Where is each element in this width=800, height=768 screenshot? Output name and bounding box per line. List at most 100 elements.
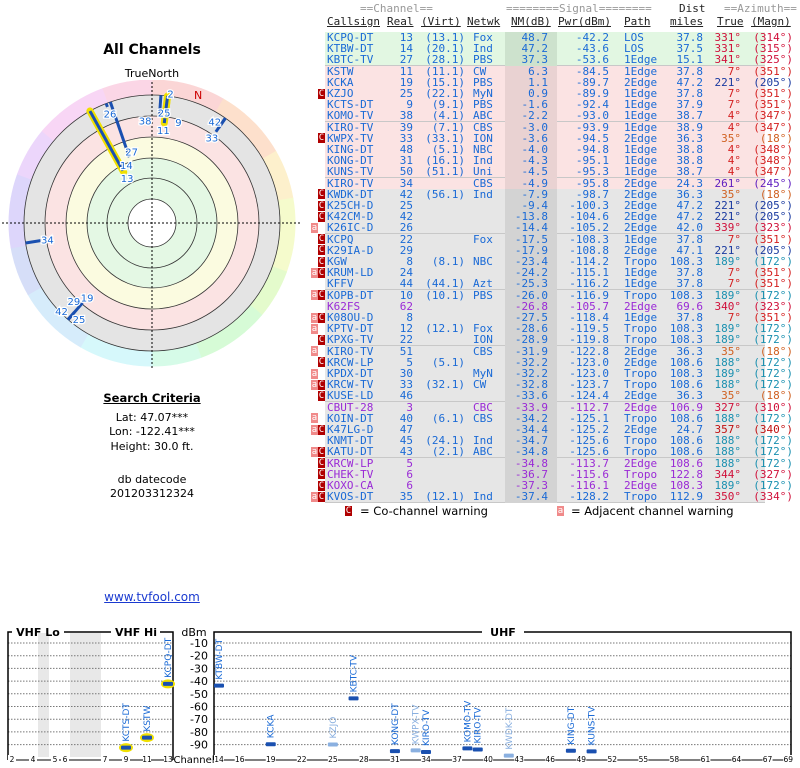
network-cell: ION: [473, 333, 493, 347]
table-row[interactable]: KIRO-TV 39 (7.1) CBS -3.0 -93.9 1Edge 38.9 4° (34…: [325, 121, 793, 134]
distance-cell: 37.8: [676, 266, 704, 280]
table-row[interactable]: K25CH-D 25 -9.4 -100.3 2Edge 47.2 221° (205°): [325, 199, 793, 212]
azimuth-magnetic-cell: (18°): [759, 131, 793, 145]
azimuth-true-cell: 189°: [714, 479, 742, 492]
azimuth-true-cell: 35°: [721, 187, 741, 201]
station-marker[interactable]: [348, 696, 359, 701]
station-marker[interactable]: [214, 683, 224, 688]
nm-column-shade: [505, 244, 557, 257]
station-marker[interactable]: [462, 746, 473, 751]
x-tick-label: 9: [124, 755, 129, 764]
distance-cell: 42.0: [676, 221, 704, 235]
azimuth-magnetic-cell: (205°): [753, 210, 793, 224]
table-row[interactable]: KPDX-DT 30 MyN -32.2 -123.0 Tropo 108.3 189° (17…: [325, 367, 793, 380]
table-row[interactable]: CHEK-TV 6 -36.7 -115.6 Tropo 122.8 344° (327°): [325, 468, 793, 481]
station-marker[interactable]: [389, 749, 400, 754]
real-channel-cell: 38: [399, 109, 413, 123]
azimuth-true-cell: 221°: [714, 199, 742, 212]
table-row[interactable]: KIRO-TV 51 CBS -31.9 -122.8 2Edge 36.3 35° (18°): [325, 344, 793, 358]
table-row[interactable]: KOXO-CA 6 -37.3 -116.1 2Edge 108.3 189° (172°): [325, 479, 793, 492]
station-marker[interactable]: [142, 735, 152, 740]
table-row[interactable]: K42CM-D 42 -13.8 -104.6 2Edge 47.2 221° (205°): [325, 210, 793, 224]
x-tick-label: 34: [421, 755, 431, 764]
adjacent-channel-warning-icon: a: [311, 222, 318, 233]
station-marker[interactable]: [121, 745, 131, 750]
station-marker[interactable]: [586, 749, 597, 754]
station-marker[interactable]: [410, 748, 421, 753]
callsign-cell: KOIN-DT: [327, 411, 374, 425]
station-label: KOMO-TV: [463, 700, 473, 743]
co-channel-warning-icon: C: [318, 334, 325, 345]
table-row[interactable]: K26IC-D 26 -14.4 -105.2 2Edge 42.0 339° (323°): [325, 221, 793, 235]
table-row[interactable]: KVOS-DT 35 (12.1) Ind -37.4 -128.2 Tropo 112.9 3…: [325, 490, 793, 504]
azimuth-true-cell: 357°: [714, 423, 742, 436]
noise-margin-cell: -23.4: [514, 255, 548, 268]
real-channel-cell: 40: [399, 411, 413, 425]
station-marker[interactable]: [163, 681, 173, 686]
table-row[interactable]: KONG-DT 31 (16.1) Ind -4.3 -95.1 1Edge 38.8 4° (3…: [325, 155, 793, 168]
x-tick-label: 58: [670, 755, 680, 764]
x-tick-label: 11: [142, 755, 152, 764]
y-tick-label: -20: [190, 650, 208, 663]
station-spoke: [217, 117, 227, 129]
header-magn: (Magn): [751, 15, 791, 28]
latitude-text: Lat: 47.07***: [115, 411, 189, 424]
x-tick-label: 46: [545, 755, 555, 764]
real-channel-cell: 33: [399, 378, 413, 392]
noise-margin-cell: -27.5: [514, 311, 548, 324]
power-cell: -123.0: [569, 367, 609, 380]
table-row[interactable]: KNMT-DT 45 (24.1) Ind -34.7 -125.6 Tropo 108.6 1…: [325, 435, 793, 448]
virtual-channel-cell: (5.1): [431, 355, 465, 369]
azimuth-magnetic-cell: (340°): [753, 423, 793, 436]
power-cell: -125.1: [569, 411, 609, 425]
table-row[interactable]: KWDK-DT 42 (56.1) Ind -7.9 -98.7 2Edge 36.3 35° (…: [325, 187, 793, 201]
station-marker[interactable]: [421, 749, 431, 754]
callsign-cell: KCPQ: [327, 232, 354, 246]
table-row[interactable]: KTBW-DT 14 (20.1) Ind 47.2 -43.6 LOS 37.5 331° (3…: [325, 43, 793, 56]
azimuth-magnetic-cell: (323°): [753, 221, 793, 235]
azimuth-true-cell: 189°: [714, 322, 742, 336]
table-row[interactable]: KCPQ-DT 13 (13.1) Fox 48.7 -42.2 LOS 37.8 331° (3…: [325, 32, 793, 44]
adjacent-channel-warning-icon: a: [311, 446, 318, 457]
station-marker[interactable]: [327, 742, 338, 747]
distance-cell: 24.3: [676, 176, 704, 190]
tvfool-link[interactable]: www.tvfool.com: [104, 590, 200, 604]
distance-cell: 47.2: [676, 199, 704, 212]
real-channel-cell: 22: [399, 232, 413, 246]
callsign-cell: K62FS: [327, 299, 361, 313]
path-cell: 2Edge: [624, 210, 658, 224]
power-cell: -116.1: [569, 479, 609, 492]
callsign-cell: KVOS-DT: [327, 490, 374, 504]
network-cell: PBS: [473, 98, 493, 112]
virtual-channel-cell: (5.1): [431, 143, 465, 156]
callsign-cell: K08OU-D: [327, 311, 374, 324]
table-row[interactable]: KGW 8 (8.1) NBC -23.4 -114.2 Tropo 108.3 189° (17…: [325, 255, 793, 268]
real-channel-cell: 62: [399, 299, 413, 313]
path-cell: 1Edge: [624, 277, 658, 291]
table-row[interactable]: KOMO-TV 38 (4.1) ABC -2.2 -93.0 1Edge 38.7 4° (34…: [325, 109, 793, 123]
table-row[interactable]: KATU-DT 43 (2.1) ABC -34.8 -125.6 Tropo 108.6 18…: [325, 446, 793, 459]
azimuth-magnetic-cell: (172°): [753, 322, 793, 336]
azimuth-magnetic-cell: (205°): [753, 199, 793, 212]
x-tick-label: 43: [514, 755, 524, 764]
nm-column-shade: [505, 99, 557, 112]
azimuth-magnetic-cell: (351°): [753, 277, 793, 291]
table-row[interactable]: CBUT-28 3 CBC -33.9 -112.7 2Edge 106.9 327° (310…: [325, 401, 793, 414]
real-channel-cell: 22: [399, 333, 413, 347]
table-row[interactable]: KIRO-TV 34 CBS -4.9 -95.8 2Edge 24.3 261° (245°): [325, 176, 793, 190]
vhf-hi-label: VHF Hi: [115, 626, 157, 639]
azimuth-true-cell: 261°: [714, 176, 742, 190]
network-cell: MyN: [473, 87, 493, 100]
header-pwr: Pwr(dBm): [558, 15, 611, 28]
path-cell: 2Edge: [624, 221, 658, 235]
power-cell: -124.4: [569, 389, 609, 403]
station-marker[interactable]: [472, 747, 483, 752]
callsign-cell: KPTV-DT: [327, 322, 374, 336]
station-marker[interactable]: [503, 753, 514, 758]
station-marker[interactable]: [265, 742, 276, 747]
station-marker[interactable]: [565, 748, 576, 753]
co-channel-warning-icon: C: [318, 480, 325, 491]
path-cell: Tropo: [624, 367, 658, 380]
power-cell: -122.8: [569, 344, 609, 358]
station-label: KING-DT: [567, 706, 577, 744]
